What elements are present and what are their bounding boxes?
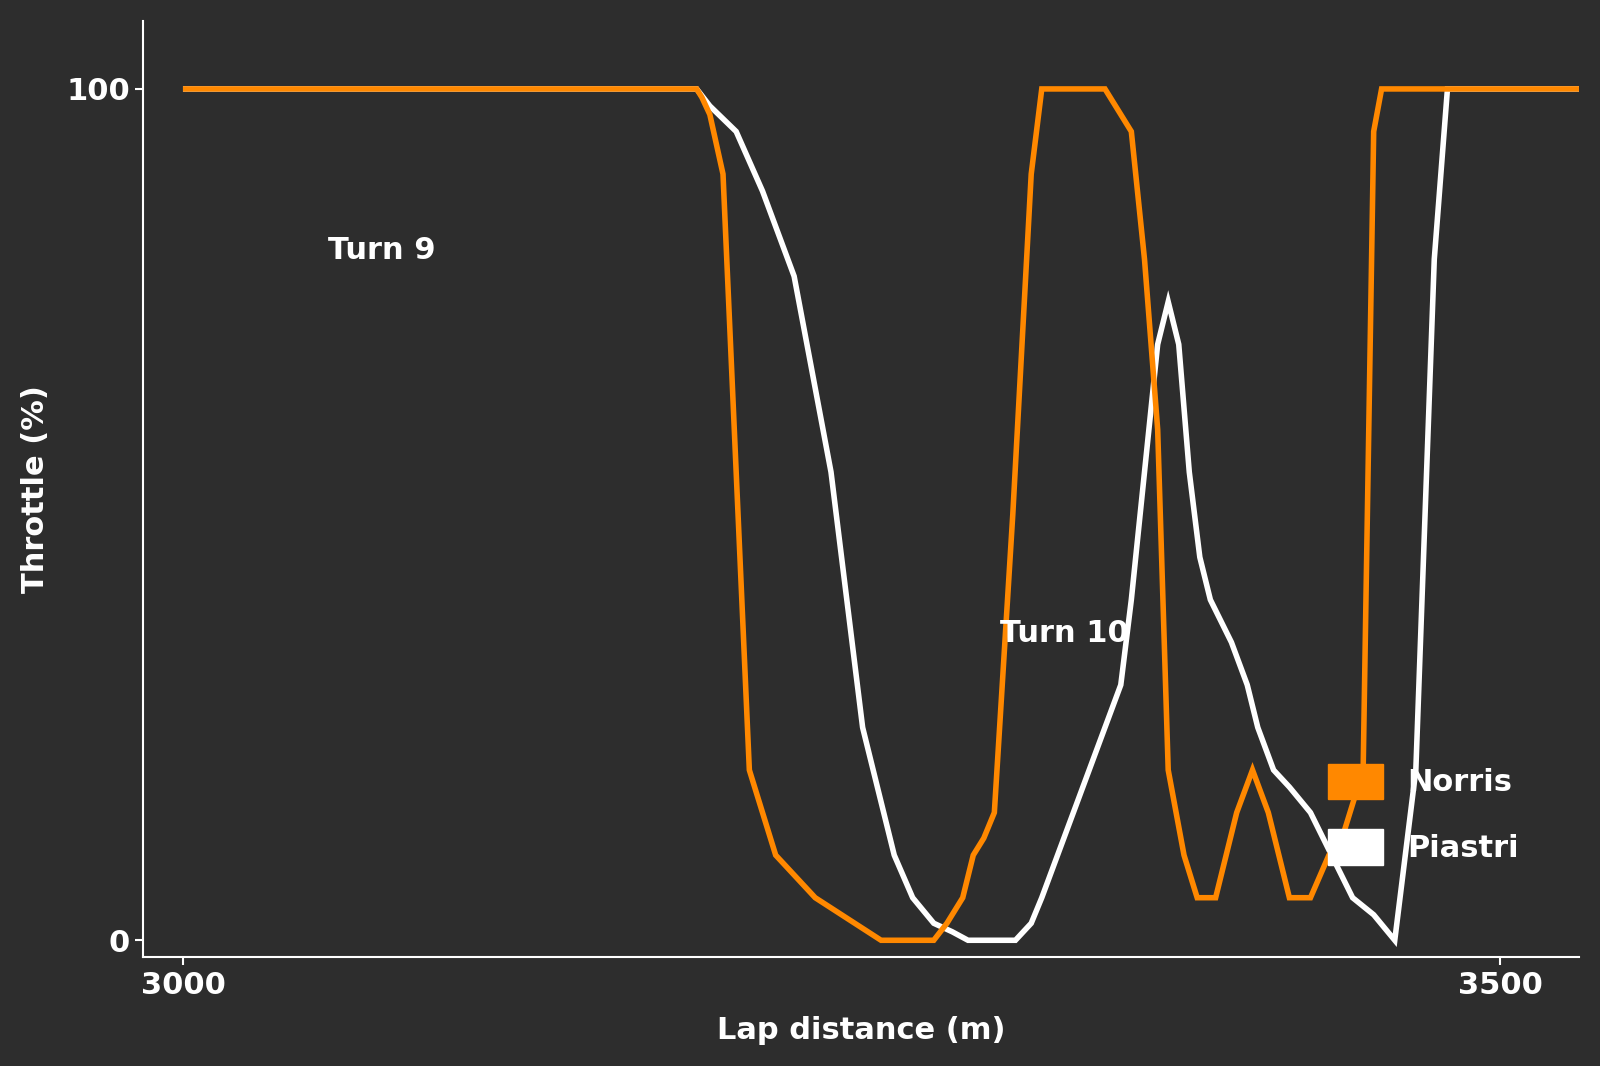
Legend: Norris, Piastri: Norris, Piastri [1298, 733, 1549, 895]
Y-axis label: Throttle (%): Throttle (%) [21, 385, 50, 593]
Text: Turn 9: Turn 9 [328, 237, 435, 265]
X-axis label: Lap distance (m): Lap distance (m) [717, 1016, 1005, 1045]
Text: Turn 10: Turn 10 [1000, 619, 1128, 648]
